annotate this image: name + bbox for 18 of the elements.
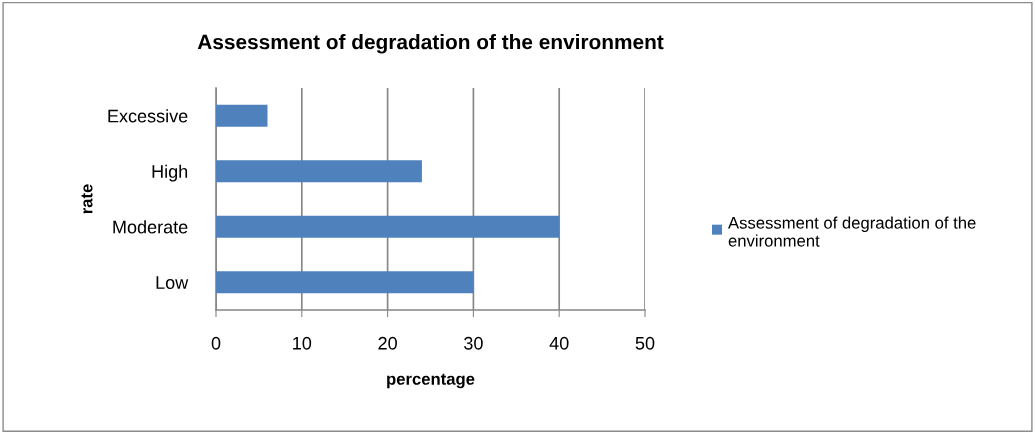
x-axis-title: percentage — [387, 373, 475, 389]
y-axis-title: rate — [81, 184, 93, 214]
bar — [216, 160, 422, 183]
x-tick-label: 50 — [635, 336, 655, 350]
bar — [216, 215, 560, 238]
chart-title: Assessment of degradation of the environment — [197, 34, 664, 54]
x-tick-label: 10 — [293, 336, 312, 350]
y-tick-label: Moderate — [113, 220, 188, 234]
legend-label: Assessment of degradation of the environment — [728, 216, 976, 247]
y-tick-label: Excessive — [108, 109, 188, 123]
x-tick-label: 0 — [211, 336, 221, 350]
y-tick-label: Low — [156, 276, 189, 289]
x-tick-label: 40 — [549, 336, 569, 350]
bar — [216, 104, 268, 127]
bar — [216, 271, 474, 294]
x-tick-label: 20 — [378, 336, 397, 350]
x-tick-label: 30 — [464, 336, 483, 350]
y-tick-label: High — [152, 164, 188, 182]
